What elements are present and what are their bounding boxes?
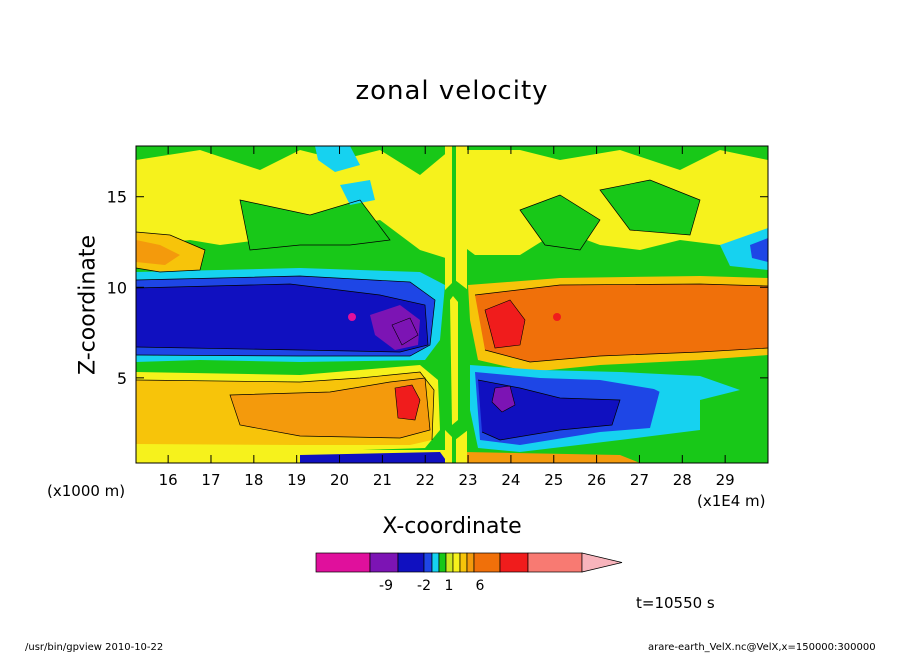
plot-frame bbox=[135, 145, 769, 464]
y-axis-label: Z-coordinate bbox=[75, 235, 101, 375]
x-unit-left: (x1000 m) bbox=[47, 482, 126, 500]
chart-title: zonal velocity bbox=[355, 76, 549, 106]
x-axis: 16 17 18 19 20 21 22 23 24 25 26 27 28 29 bbox=[159, 146, 735, 489]
colorbar-swatch bbox=[527, 552, 583, 573]
colorbar-swatch bbox=[431, 552, 440, 573]
colorbar-swatch bbox=[438, 552, 447, 573]
x-tick-label: 27 bbox=[630, 471, 649, 489]
colorbar-swatch bbox=[452, 552, 461, 573]
colorbar-swatch bbox=[315, 552, 371, 573]
colorbar-arrow bbox=[581, 552, 623, 573]
colorbar-label: -2 bbox=[417, 578, 431, 594]
colorbar-swatch bbox=[499, 552, 529, 573]
x-tick-label: 16 bbox=[159, 471, 178, 489]
colorbar: -9 -2 1 6 bbox=[315, 552, 623, 594]
x-tick-label: 21 bbox=[373, 471, 392, 489]
x-tick-label: 20 bbox=[330, 471, 349, 489]
colorbar-swatch bbox=[397, 552, 425, 573]
colorbar-swatch bbox=[466, 552, 475, 573]
contour-field bbox=[136, 146, 768, 463]
colorbar-swatch bbox=[423, 552, 433, 573]
x-tick-label: 22 bbox=[416, 471, 435, 489]
colorbar-swatch bbox=[445, 552, 454, 573]
x-tick-label: 17 bbox=[201, 471, 220, 489]
x-tick-label: 18 bbox=[244, 471, 263, 489]
footer-left: /usr/bin/gpview 2010-10-22 bbox=[25, 642, 164, 653]
time-label: t=10550 s bbox=[636, 594, 715, 612]
colorbar-swatch bbox=[473, 552, 501, 573]
x-tick-label: 24 bbox=[501, 471, 520, 489]
colorbar-label: -9 bbox=[379, 578, 393, 594]
x-tick-label: 28 bbox=[673, 471, 692, 489]
colorbar-swatch bbox=[459, 552, 468, 573]
x-axis-label: X-coordinate bbox=[382, 514, 522, 539]
x-tick-label: 23 bbox=[459, 471, 478, 489]
colorbar-swatch bbox=[369, 552, 399, 573]
x-tick-label: 25 bbox=[544, 471, 563, 489]
y-axis: 5 10 15 bbox=[107, 188, 768, 388]
x-tick-label: 26 bbox=[587, 471, 606, 489]
y-tick-label: 15 bbox=[107, 188, 127, 207]
x-tick-label: 19 bbox=[287, 471, 306, 489]
y-tick-label: 5 bbox=[117, 369, 127, 388]
colorbar-label: 1 bbox=[445, 578, 454, 594]
x-tick-label: 29 bbox=[716, 471, 735, 489]
x-unit-right: (x1E4 m) bbox=[697, 492, 766, 510]
footer-right: arare-earth_VelX.nc@VelX,x=150000:300000 bbox=[648, 642, 876, 653]
colorbar-label: 6 bbox=[476, 578, 485, 594]
y-tick-label: 10 bbox=[107, 278, 127, 297]
